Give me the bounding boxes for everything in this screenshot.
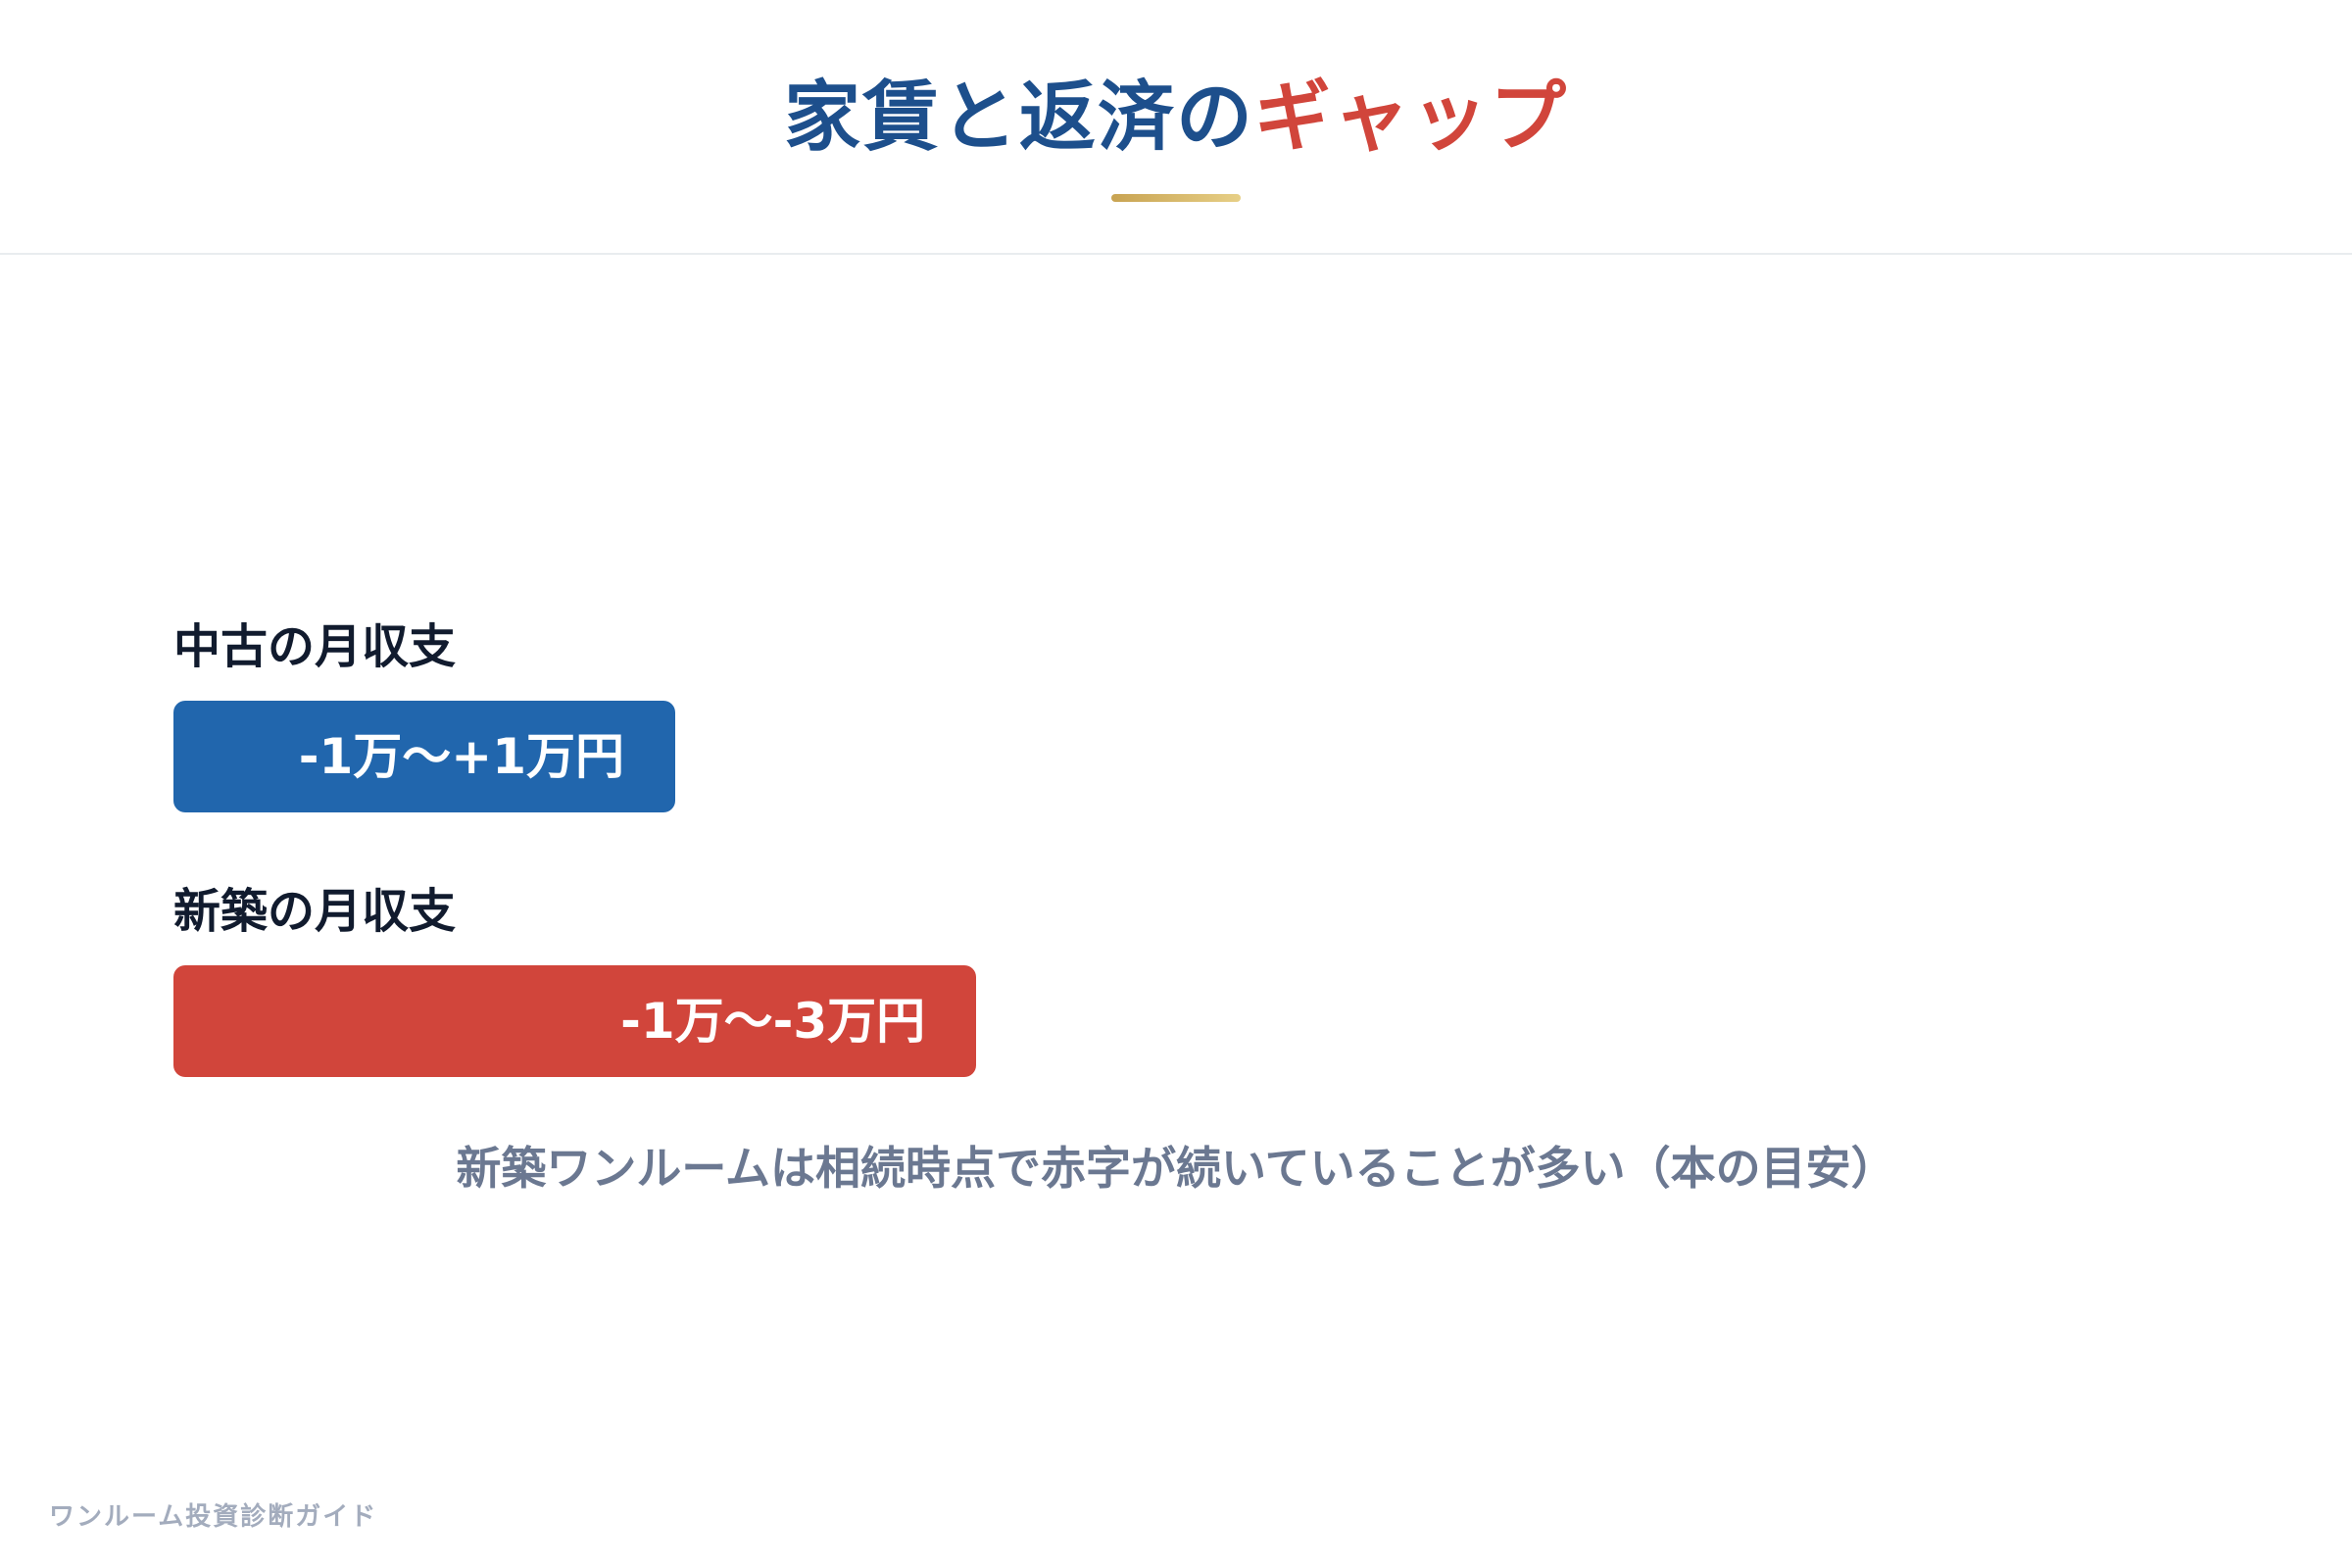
bar-category-label: 新築の月収支 xyxy=(173,884,457,939)
header: 家賃と返済のギャップ xyxy=(0,0,2352,255)
page-title-main: 家賃と返済の xyxy=(783,74,1254,162)
footer-brand: ワンルーム投資診断ガイド xyxy=(49,1502,378,1532)
page-title: 家賃と返済のギャップ xyxy=(0,69,2352,167)
title-underline xyxy=(1111,194,1241,202)
bar-used: -1万〜+1万円 xyxy=(173,701,675,812)
page-title-accent: ギャップ xyxy=(1254,74,1569,162)
bar-category-label: 中古の月収支 xyxy=(173,619,457,674)
bar-value-label: -1万〜-3万円 xyxy=(620,993,926,1050)
bar-new: -1万〜-3万円 xyxy=(173,965,977,1077)
chart-note: 新築ワンルームは相続時点で赤字が続いていることが多い（本の目安） xyxy=(456,1142,1896,1195)
bar-value-label: -1万〜+1万円 xyxy=(298,728,624,785)
